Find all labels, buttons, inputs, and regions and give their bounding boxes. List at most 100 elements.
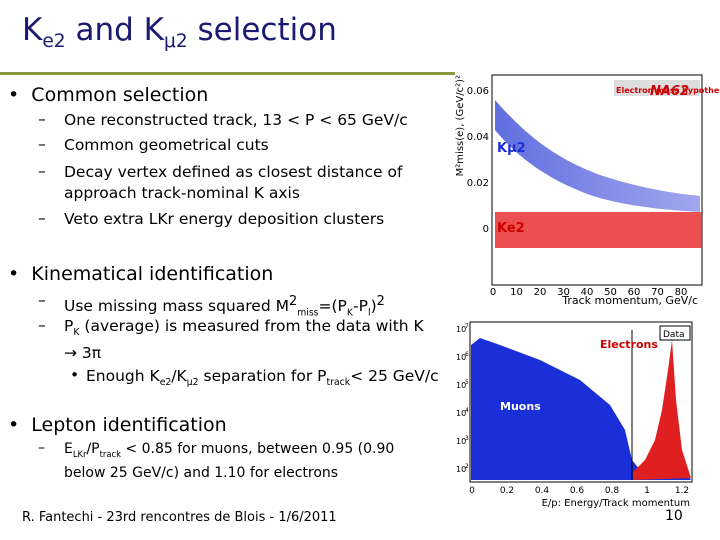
- item-text: /P: [86, 441, 100, 457]
- y-tick-exp: 4: [465, 407, 469, 414]
- x-tick-label: 0.4: [535, 486, 550, 496]
- bullet-text: Kinematical identification: [31, 263, 274, 285]
- item-text: 2: [376, 294, 385, 309]
- y-tick-exp: 6: [465, 351, 469, 358]
- x-tick-label: 0: [469, 486, 475, 496]
- x-tick-label: 0: [490, 287, 496, 298]
- title-rule: [0, 72, 455, 75]
- bullet: • Kinematical identification: [8, 263, 274, 285]
- y-tick-base: 10: [456, 437, 466, 446]
- item-text: Use missing mass squared M: [64, 297, 289, 316]
- ke2-band: [495, 212, 702, 248]
- experiment-label: NA62: [650, 84, 689, 99]
- subitem: • Enough Ke2/Kμ2 separation for Ptrack< 2…: [70, 366, 439, 389]
- item-text: ): [370, 297, 377, 316]
- x-tick-label: 70: [651, 287, 664, 298]
- item: – One reconstructed track, 13 < P < 65 Ge…: [38, 110, 438, 131]
- item-text: =(P: [318, 297, 347, 316]
- y-tick-label: 0: [483, 224, 489, 235]
- item-text: Enough K: [86, 367, 160, 385]
- ke2-label: Ke2: [497, 221, 525, 236]
- y-tick-label: 0.02: [467, 178, 489, 189]
- item-text: e2: [159, 377, 172, 389]
- item: – Decay vertex defined as closest distanc…: [38, 162, 438, 204]
- y-label: M²miss(e), (GeV/c²)²: [455, 75, 466, 176]
- bullet: • Common selection: [8, 84, 209, 106]
- x-tick-label: 0.2: [500, 486, 514, 496]
- page-number: 10: [665, 508, 683, 524]
- item-text: P: [64, 317, 74, 335]
- item-text: Decay vertex defined as closest distance…: [64, 163, 403, 202]
- item-text: LKr: [72, 448, 87, 459]
- x-tick-label: 50: [604, 287, 617, 298]
- muons-label: Muons: [500, 400, 541, 413]
- item-text: -P: [353, 297, 368, 316]
- x-label: Track momentum, GeV/c: [561, 294, 698, 307]
- item-text: K: [346, 307, 354, 319]
- y-tick-label: 0.04: [467, 132, 489, 143]
- footer-credit: R. Fantechi - 23rd rencontres de Blois -…: [22, 510, 337, 525]
- x-tick-label: 10: [510, 287, 523, 298]
- x-tick-label: 40: [581, 287, 594, 298]
- title-part: selection: [187, 12, 337, 48]
- item-text: l: [367, 307, 371, 319]
- y-tick-base: 10: [456, 465, 466, 474]
- item: – ELKr/Ptrack < 0.85 for muons, between 0…: [38, 440, 395, 481]
- item-text: /K: [171, 367, 187, 385]
- x-tick-label: 0.8: [605, 486, 620, 496]
- y-tick-base: 10: [456, 381, 466, 390]
- y-tick-exp: 3: [465, 435, 469, 442]
- title-part: e2: [42, 31, 66, 53]
- item-text: One reconstructed track, 13 < P < 65 GeV…: [64, 111, 408, 129]
- note: Electron mass hypothesis!: [616, 86, 720, 95]
- x-tick-label: 1: [644, 486, 650, 496]
- note-box: [614, 80, 700, 96]
- item-text: track: [326, 377, 351, 389]
- title-part: K: [22, 12, 43, 48]
- item-text: (average) is measured from the data with…: [64, 317, 424, 363]
- bullet-text: Lepton identification: [31, 414, 227, 436]
- item: – Use missing mass squared M2miss=(PK-Pl)…: [38, 291, 385, 319]
- title-part: and K: [65, 12, 164, 48]
- item-text: Veto extra LKr energy deposition cluster…: [64, 210, 385, 228]
- plot-frame: [491, 74, 703, 286]
- x-tick-label: 1.2: [675, 486, 689, 496]
- item: – PK (average) is measured from the data …: [38, 316, 424, 363]
- electron-histogram: [633, 340, 691, 480]
- x-tick-label: 20: [534, 287, 547, 298]
- x-tick-label: 30: [557, 287, 570, 298]
- y-tick-exp: 5: [465, 379, 469, 386]
- kmu2-band: [495, 100, 700, 212]
- y-tick-base: 10: [456, 325, 466, 334]
- y-tick-label: 0.06: [467, 86, 489, 97]
- item-text: miss: [297, 307, 319, 319]
- item: – Veto extra LKr energy deposition cluste…: [38, 209, 438, 230]
- x-tick-label: 80: [675, 287, 688, 298]
- legend-label: Data: [663, 330, 685, 340]
- item-text: μ2: [186, 377, 199, 389]
- item-text: E: [64, 441, 73, 457]
- electrons-label: Electrons: [600, 338, 658, 351]
- item-text: < 0.85 for muons, between 0.95 (0.90 bel…: [64, 441, 395, 481]
- item-text: 2: [288, 294, 298, 309]
- item-text: track: [99, 448, 121, 459]
- item-text: Common geometrical cuts: [64, 136, 269, 154]
- muon-histogram: [471, 338, 691, 480]
- title-part: μ2: [163, 31, 188, 53]
- x-label: E/p: Energy/Track momentum: [542, 498, 690, 509]
- x-tick-label: 60: [628, 287, 641, 298]
- legend-box: [659, 325, 691, 341]
- bullet: • Lepton identification: [8, 414, 227, 436]
- y-tick-base: 10: [456, 353, 466, 362]
- item-text: separation for P: [198, 367, 327, 385]
- y-tick-base: 10: [456, 409, 466, 418]
- item: – Common geometrical cuts: [38, 135, 438, 156]
- title: Ke2 and Kμ2 selection: [22, 12, 337, 52]
- item-text: < 25 GeV/c: [350, 367, 439, 385]
- y-tick-exp: 2: [465, 463, 469, 470]
- kmu2-label: Kμ2: [497, 141, 526, 156]
- x-tick-label: 0.6: [570, 486, 585, 496]
- item-text: K: [73, 327, 80, 339]
